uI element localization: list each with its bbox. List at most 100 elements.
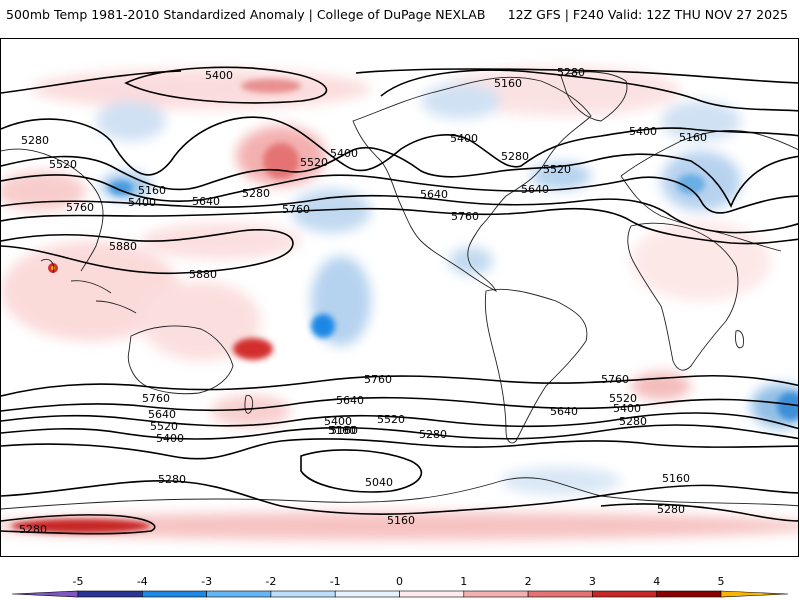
contour-label: 5760 [451,210,479,223]
contour-line [1,116,798,176]
colorbar-tick-label: 1 [460,575,467,588]
model-run-info: 12Z GFS | F240 Valid: 12Z THU NOV 27 202… [507,7,788,22]
contour-line [1,174,798,214]
colorbar-tick-label: 0 [396,575,403,588]
contour-label: 5400 [156,432,184,445]
contour-line [1,438,798,460]
warm-anomaly [1,241,181,341]
contour-label: 5880 [109,240,137,253]
contour-line [1,396,798,412]
colorbar-tick-labels: -5 -4 -3 -2 -1 0 1 2 3 4 5 [73,575,725,588]
strong-cool-anomaly [777,392,798,420]
strong-warm-anomaly [233,338,273,360]
cool-anomaly [421,83,501,119]
contour-line [1,514,156,535]
contour-label: 5160 [662,472,690,485]
contour-label: 5520 [609,392,637,405]
colorbar-tick-label: 2 [525,575,532,588]
cool-anomaly [96,101,166,141]
contour-line [1,424,798,440]
contour-label: 5400 [629,125,657,138]
contour-labels: 5400 5160 5280 5280 5520 5160 5400 5640 … [19,66,707,536]
contour-line [1,68,798,94]
strong-warm-anomaly [263,143,299,179]
contour-line [1,374,798,397]
colorbar-swatch [270,590,336,598]
warm-anomaly [31,69,371,109]
contour-label: 5760 [66,201,94,214]
contour-label: 5280 [619,415,647,428]
contour-label: 5640 [336,394,364,407]
colorbar-tick-label: -2 [265,575,276,588]
contour-line [1,480,798,515]
contour-label: 5640 [192,195,220,208]
colorbar-tick-label: -1 [330,575,341,588]
contour-label: 5400 [450,132,478,145]
contour-label: 5760 [142,392,170,405]
colorbar-swatch [656,590,722,598]
contour-label: 5640 [420,188,448,201]
contour-line [124,66,328,104]
warm-anomaly [141,281,261,361]
warm-anomaly [141,223,301,259]
contour-label: 5400 [330,147,358,160]
strong-warm-anomaly [241,79,301,93]
contour-label: 5160 [494,77,522,90]
cool-anomaly [501,467,621,495]
colorbar-swatch [11,590,79,598]
contour-label: 5520 [150,420,178,433]
contour-label: 5400 [205,69,233,82]
contour-label: 5280 [501,150,529,163]
colorbar-swatch [142,590,207,598]
anomaly-shading [1,66,798,540]
contour-label: 5160 [679,131,707,144]
contour-label: 5280 [21,134,49,147]
colorbar-tick-label: 5 [718,575,725,588]
cool-anomaly [531,162,591,190]
strong-cool-anomaly [677,174,705,194]
contour-label: 5280 [158,473,186,486]
contour-label: 5160 [328,424,356,437]
colorbar-swatch [720,590,789,598]
contour-line [300,449,423,493]
colorbar-swatch [463,590,529,598]
warm-anomaly [631,221,771,301]
contour-label: 5280 [19,523,47,536]
colorbar-swatch [334,590,400,598]
contour-label: 5160 [387,514,415,527]
colorbar-swatch [592,590,658,598]
strong-cool-anomaly [109,181,133,195]
contour-label: 5160 [330,424,358,437]
contour-label: 5760 [601,373,629,386]
cool-anomaly [449,247,493,275]
contour-line [600,503,798,522]
anomaly-map: 5400 5160 5280 5280 5520 5160 5400 5640 … [1,66,798,540]
colorbar-swatches [11,590,789,598]
contour-label: 5280 [557,66,585,79]
contour-label: 5520 [300,156,328,169]
height-contours [1,66,798,535]
contour-label: 5520 [377,413,405,426]
contour-line [1,146,798,208]
contour-label: 5640 [521,183,549,196]
contour-label: 5280 [242,187,270,200]
contour-label: 5880 [189,268,217,281]
colorbar-swatch [399,590,465,598]
contour-label: 5400 [128,196,156,209]
warm-anomaly [1,512,798,540]
contour-label: 5760 [282,203,310,216]
map-title: 500mb Temp 1981-2010 Standardized Anomal… [6,7,486,22]
contour-label: 5520 [49,158,77,171]
contour-line [1,194,798,234]
contour-line [380,69,798,112]
colorbar-swatch [527,590,593,598]
contour-label: 5640 [550,405,578,418]
contour-label: 5280 [419,428,447,441]
colorbar-tick-label: -3 [201,575,212,588]
strong-cool-anomaly [311,314,335,338]
contour-label: 5280 [657,503,685,516]
extreme-warm-spot [51,266,55,270]
contour-label: 5040 [365,476,393,489]
colorbar-tick-label: -4 [137,575,148,588]
contour-line [1,207,798,245]
